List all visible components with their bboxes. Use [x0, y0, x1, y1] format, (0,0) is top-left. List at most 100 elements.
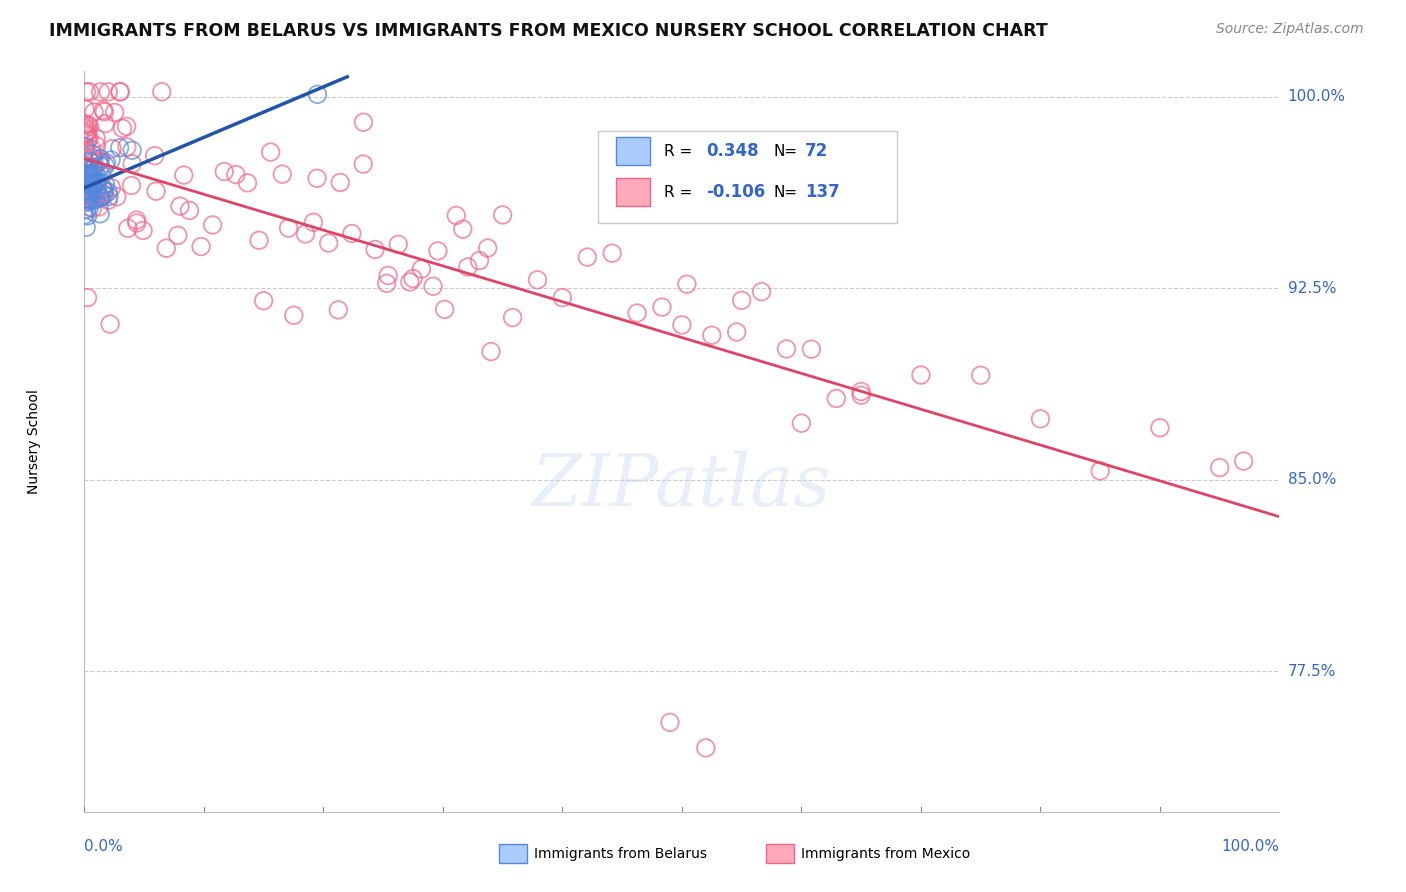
Point — [94, 159, 117, 173]
Point — [115, 120, 138, 134]
Point — [76, 202, 98, 217]
Point — [851, 388, 873, 402]
Point — [75, 125, 97, 139]
Point — [91, 181, 114, 195]
Point — [294, 227, 316, 241]
Point — [87, 186, 110, 200]
Point — [83, 161, 105, 175]
Text: N=: N= — [773, 185, 799, 200]
Point — [190, 239, 212, 253]
Point — [86, 139, 108, 153]
Point — [83, 105, 105, 120]
Point — [700, 328, 723, 343]
Point — [77, 167, 100, 181]
Point — [477, 241, 499, 255]
Point — [352, 157, 374, 171]
Point — [91, 103, 114, 118]
Point — [76, 169, 98, 184]
Point — [77, 188, 100, 202]
Text: 100.0%: 100.0% — [1222, 839, 1279, 855]
Text: 137: 137 — [806, 183, 839, 201]
Point — [115, 140, 138, 154]
Point — [260, 145, 283, 160]
Point — [492, 208, 515, 222]
Point — [79, 184, 101, 198]
Point — [426, 244, 449, 258]
Point — [108, 141, 131, 155]
Point — [98, 317, 121, 331]
Point — [800, 342, 823, 356]
Point — [76, 168, 98, 182]
Point — [73, 121, 96, 136]
Point — [79, 200, 101, 214]
Text: Immigrants from Mexico: Immigrants from Mexico — [801, 847, 970, 861]
Point — [98, 189, 121, 203]
Text: 0.0%: 0.0% — [84, 839, 124, 855]
Point — [214, 164, 236, 178]
Text: 100.0%: 100.0% — [1288, 89, 1346, 104]
Point — [451, 222, 474, 236]
Point — [626, 306, 648, 320]
Point — [83, 193, 105, 207]
Point — [89, 152, 111, 166]
Point — [283, 308, 305, 322]
Point — [253, 293, 276, 308]
Point — [468, 253, 491, 268]
Point — [90, 159, 112, 173]
Point — [77, 168, 100, 182]
Point — [1233, 454, 1256, 468]
Point — [600, 246, 623, 260]
Point — [307, 171, 329, 186]
Point — [375, 277, 398, 291]
Point — [77, 169, 100, 183]
Point — [77, 181, 100, 195]
Point — [89, 207, 111, 221]
Point — [73, 179, 96, 194]
Point — [970, 368, 993, 383]
Point — [75, 187, 97, 202]
Point — [117, 221, 139, 235]
Point — [104, 105, 127, 120]
Point — [155, 241, 177, 255]
Point — [100, 153, 122, 167]
Point — [80, 174, 103, 188]
Point — [479, 344, 502, 359]
Point — [77, 195, 100, 210]
Point — [79, 185, 101, 199]
Point — [97, 185, 120, 199]
Point — [97, 85, 120, 99]
Point — [93, 184, 115, 198]
Point — [73, 154, 96, 169]
Point — [97, 193, 120, 207]
Point — [76, 174, 98, 188]
Point — [910, 368, 932, 382]
Point — [73, 192, 96, 206]
Point — [73, 184, 96, 198]
Point — [77, 178, 100, 192]
Point — [77, 192, 100, 206]
Point — [150, 85, 173, 99]
Point — [671, 318, 693, 332]
Point — [82, 201, 104, 215]
Text: Immigrants from Belarus: Immigrants from Belarus — [534, 847, 707, 861]
Point — [77, 167, 100, 181]
Point — [775, 342, 797, 356]
Point — [75, 161, 97, 176]
Point — [82, 151, 104, 165]
Point — [77, 153, 100, 167]
Point — [751, 285, 773, 299]
Point — [271, 167, 294, 181]
Point — [75, 85, 97, 99]
Point — [83, 193, 105, 207]
Point — [80, 171, 103, 186]
Point — [89, 200, 111, 214]
Point — [411, 261, 433, 276]
Text: 72: 72 — [806, 143, 828, 161]
Point — [79, 194, 101, 208]
Point — [236, 176, 259, 190]
Point — [82, 167, 104, 181]
Point — [247, 233, 270, 247]
Point — [82, 180, 104, 194]
Point — [576, 250, 599, 264]
Point — [399, 275, 422, 289]
